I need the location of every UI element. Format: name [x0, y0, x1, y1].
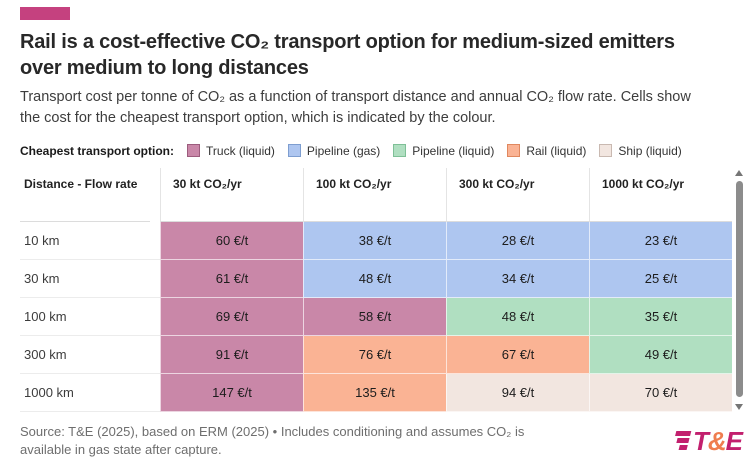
scrollbar-thumb[interactable]	[736, 180, 743, 397]
te-logo-bars-icon	[672, 431, 692, 450]
cost-cell[interactable]: 58 €/t	[303, 297, 446, 336]
legend-item-ship: Ship (liquid)	[599, 143, 682, 158]
pipeline-liquid-swatch-icon	[393, 144, 407, 157]
cost-cell[interactable]: 94 €/t	[446, 373, 589, 412]
legend: Cheapest transport option: Truck (liquid…	[20, 144, 750, 158]
cost-cell[interactable]: 67 €/t	[446, 335, 589, 374]
cost-cell[interactable]: 48 €/t	[303, 259, 446, 298]
source-note: Source: T&E (2025), based on ERM (2025) …	[20, 423, 525, 457]
cost-cell[interactable]: 61 €/t	[160, 259, 303, 298]
legend-item-rail: Rail (liquid)	[507, 144, 586, 158]
cost-cell[interactable]: 60 €/t	[160, 221, 303, 260]
column-header-1000kt: 1000 kt CO₂/yr	[589, 167, 732, 222]
row-label-100km: 100 km	[20, 297, 160, 336]
cost-cell[interactable]: 23 €/t	[589, 221, 732, 260]
legend-item-label: Pipeline (liquid)	[412, 143, 495, 158]
legend-item-truck: Truck (liquid)	[187, 144, 275, 158]
legend-item-pipeline-gas: Pipeline (gas)	[287, 143, 381, 158]
pipeline-gas-swatch-icon	[287, 144, 301, 157]
chart-title: Rail is a cost-effective CO₂ transport o…	[20, 31, 675, 79]
legend-item-label: Rail (liquid)	[526, 143, 587, 158]
cost-cell[interactable]: 25 €/t	[589, 259, 732, 298]
legend-item-label: Ship (liquid)	[618, 143, 682, 158]
cost-cell[interactable]: 38 €/t	[303, 221, 446, 260]
cost-cell[interactable]: 48 €/t	[446, 297, 589, 336]
corner-header: Distance - Flow rate	[20, 168, 150, 222]
heatmap-table: Distance - Flow rate 30 kt CO₂/yr 100 kt…	[20, 167, 744, 412]
cost-cell[interactable]: 69 €/t	[160, 297, 303, 336]
cost-cell[interactable]: 35 €/t	[589, 297, 732, 336]
cost-cell[interactable]: 34 €/t	[446, 259, 589, 298]
ship-swatch-icon	[599, 144, 613, 157]
legend-title: Cheapest transport option:	[20, 143, 175, 158]
row-label-30km: 30 km	[20, 259, 160, 298]
column-header-30kt: 30 kt CO₂/yr	[160, 167, 303, 222]
legend-item-pipeline-liquid: Pipeline (liquid)	[393, 144, 494, 158]
scroll-up-icon[interactable]	[735, 169, 743, 176]
scroll-down-icon[interactable]	[735, 403, 743, 410]
column-header-300kt: 300 kt CO₂/yr	[446, 167, 589, 222]
row-label-1000km: 1000 km	[20, 373, 160, 412]
legend-item-label: Truck (liquid)	[206, 143, 275, 158]
cost-cell[interactable]: 135 €/t	[303, 373, 446, 412]
row-label-10km: 10 km	[20, 221, 160, 260]
legend-item-label: Pipeline (gas)	[306, 143, 381, 158]
row-label-300km: 300 km	[20, 335, 160, 374]
cost-cell[interactable]: 70 €/t	[589, 373, 732, 412]
cost-cell[interactable]: 91 €/t	[160, 335, 303, 374]
cost-cell[interactable]: 28 €/t	[446, 221, 589, 260]
cost-cell[interactable]: 147 €/t	[160, 373, 303, 412]
cost-cell[interactable]: 76 €/t	[303, 335, 446, 374]
chart-subtitle: Transport cost per tonne of CO₂ as a fun…	[20, 89, 691, 126]
footer: Source: T&E (2025), based on ERM (2025) …	[20, 423, 744, 459]
te-logo[interactable]: T&E	[674, 427, 744, 455]
column-header-100kt: 100 kt CO₂/yr	[303, 167, 446, 222]
cost-cell[interactable]: 49 €/t	[589, 335, 732, 374]
table-scrollbar[interactable]	[735, 169, 744, 410]
te-logo-text: T&E	[692, 425, 743, 456]
rail-swatch-icon	[507, 144, 521, 157]
accent-bar	[20, 7, 70, 20]
truck-swatch-icon	[187, 144, 201, 157]
